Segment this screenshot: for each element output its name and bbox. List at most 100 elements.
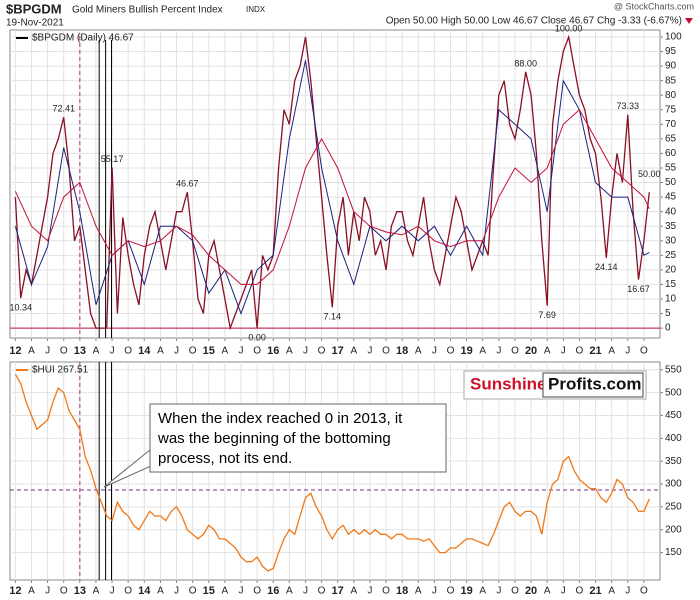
x-tick-label: 19 bbox=[460, 345, 472, 357]
value-annotation: 10.34 bbox=[9, 302, 32, 312]
callout: When the index reached 0 in 2013, it was… bbox=[103, 403, 447, 488]
x-tick-label: 17 bbox=[332, 345, 344, 357]
down-arrow bbox=[685, 18, 693, 24]
x-tick-label: J bbox=[110, 586, 115, 597]
logo: Sunshine Profits.com bbox=[463, 370, 647, 400]
value-annotation: 46.67 bbox=[176, 179, 199, 189]
value-annotation: 72.41 bbox=[52, 104, 75, 114]
x-tick-label: A bbox=[415, 586, 422, 597]
logo-profits: Profits.com bbox=[548, 374, 642, 393]
x-tick-label: J bbox=[174, 346, 179, 357]
x-tick-label: A bbox=[350, 346, 357, 357]
x-tick-label: A bbox=[286, 586, 293, 597]
x-tick-label: O bbox=[253, 586, 261, 597]
x-tick-label: 21 bbox=[589, 585, 601, 597]
x-tick-label: 13 bbox=[74, 345, 86, 357]
x-tick-label: O bbox=[382, 586, 390, 597]
value-annotation: 88.00 bbox=[514, 58, 537, 68]
x-tick-label: 18 bbox=[396, 345, 408, 357]
x-tick-label: J bbox=[367, 586, 372, 597]
x-tick-label: O bbox=[576, 586, 584, 597]
y-tick-label: 5 bbox=[665, 308, 671, 319]
x-tick-label: O bbox=[447, 346, 455, 357]
x-tick-label: O bbox=[60, 346, 68, 357]
x-tick-label: J bbox=[303, 346, 308, 357]
value-annotation: 16.67 bbox=[627, 284, 650, 294]
y-tick-label: 75 bbox=[665, 104, 677, 115]
callout-line: When the index reached 0 in 2013, it bbox=[158, 410, 403, 427]
x-tick-label: A bbox=[28, 346, 35, 357]
symbol: $BPGDM bbox=[6, 1, 62, 16]
x-tick-label: 12 bbox=[9, 585, 21, 597]
x-tick-label: J bbox=[496, 586, 501, 597]
x-tick-label: A bbox=[479, 586, 486, 597]
x-tick-label: J bbox=[561, 346, 566, 357]
series-line bbox=[14, 109, 650, 285]
x-tick-label: 15 bbox=[203, 345, 215, 357]
y-tick-label: 350 bbox=[665, 456, 682, 467]
x-tick-label: O bbox=[640, 586, 648, 597]
index-name: Gold Miners Bullish Percent Index bbox=[72, 5, 223, 16]
x-tick-label: O bbox=[124, 346, 132, 357]
value-annotation: 100.00 bbox=[555, 23, 583, 33]
y-tick-label: 60 bbox=[665, 148, 677, 159]
value-annotation: 24.14 bbox=[595, 262, 618, 272]
x-tick-label: J bbox=[561, 586, 566, 597]
y-tick-label: 30 bbox=[665, 235, 677, 246]
x-tick-label: J bbox=[625, 346, 630, 357]
x-tick-label: J bbox=[174, 586, 179, 597]
y-tick-label: 500 bbox=[665, 387, 682, 398]
x-tick-label: O bbox=[447, 586, 455, 597]
y-tick-label: 200 bbox=[665, 524, 682, 535]
y-tick-label: 65 bbox=[665, 134, 677, 145]
x-tick-label: O bbox=[318, 346, 326, 357]
x-tick-label: J bbox=[625, 586, 630, 597]
x-tick-label: A bbox=[479, 346, 486, 357]
x-tick-label: O bbox=[511, 346, 519, 357]
x-tick-label: J bbox=[45, 346, 50, 357]
x-tick-label: O bbox=[318, 586, 326, 597]
y-tick-label: 150 bbox=[665, 547, 682, 558]
x-tick-label: O bbox=[189, 586, 197, 597]
date: 19-Nov-2021 bbox=[6, 18, 64, 29]
x-tick-label: A bbox=[222, 586, 229, 597]
x-tick-label: A bbox=[350, 586, 357, 597]
x-tick-label: O bbox=[189, 346, 197, 357]
y-tick-label: 0 bbox=[665, 323, 671, 334]
x-tick-label: O bbox=[124, 586, 132, 597]
legend-label: $BPGDM (Daily) 46.67 bbox=[32, 33, 134, 44]
x-tick-label: A bbox=[157, 346, 164, 357]
x-tick-label: 13 bbox=[74, 585, 86, 597]
x-tick-label: J bbox=[238, 346, 243, 357]
x-tick-label: 18 bbox=[396, 585, 408, 597]
callout-line: was the beginning of the bottoming bbox=[157, 430, 391, 447]
y-tick-label: 15 bbox=[665, 279, 677, 290]
x-tick-label: A bbox=[93, 346, 100, 357]
x-tick-label: 16 bbox=[267, 345, 279, 357]
value-annotation: 73.33 bbox=[617, 101, 640, 111]
y-tick-label: 400 bbox=[665, 433, 682, 444]
x-tick-label: 21 bbox=[589, 345, 601, 357]
y-tick-label: 55 bbox=[665, 163, 677, 174]
x-tick-label: 15 bbox=[203, 585, 215, 597]
y-tick-label: 40 bbox=[665, 206, 677, 217]
x-tick-label: J bbox=[303, 586, 308, 597]
y-tick-label: 80 bbox=[665, 90, 677, 101]
value-annotation: 7.14 bbox=[324, 312, 342, 322]
y-tick-label: 20 bbox=[665, 265, 677, 276]
legend-label: $HUI 267.51 bbox=[32, 365, 89, 376]
value-annotation: 7.69 bbox=[538, 310, 556, 320]
x-tick-label: 12 bbox=[9, 345, 21, 357]
y-tick-label: 250 bbox=[665, 502, 682, 513]
x-tick-label: 20 bbox=[525, 585, 537, 597]
x-tick-label: O bbox=[640, 346, 648, 357]
x-tick-label: A bbox=[544, 586, 551, 597]
source: @ StockCharts.com bbox=[614, 1, 694, 11]
logo-inner-box bbox=[542, 372, 644, 398]
series-line bbox=[14, 34, 650, 331]
x-tick-label: O bbox=[60, 586, 68, 597]
x-tick-label: 19 bbox=[460, 585, 472, 597]
x-tick-label: A bbox=[415, 346, 422, 357]
value-annotation: 0.00 bbox=[248, 332, 266, 342]
x-tick-label: O bbox=[382, 346, 390, 357]
